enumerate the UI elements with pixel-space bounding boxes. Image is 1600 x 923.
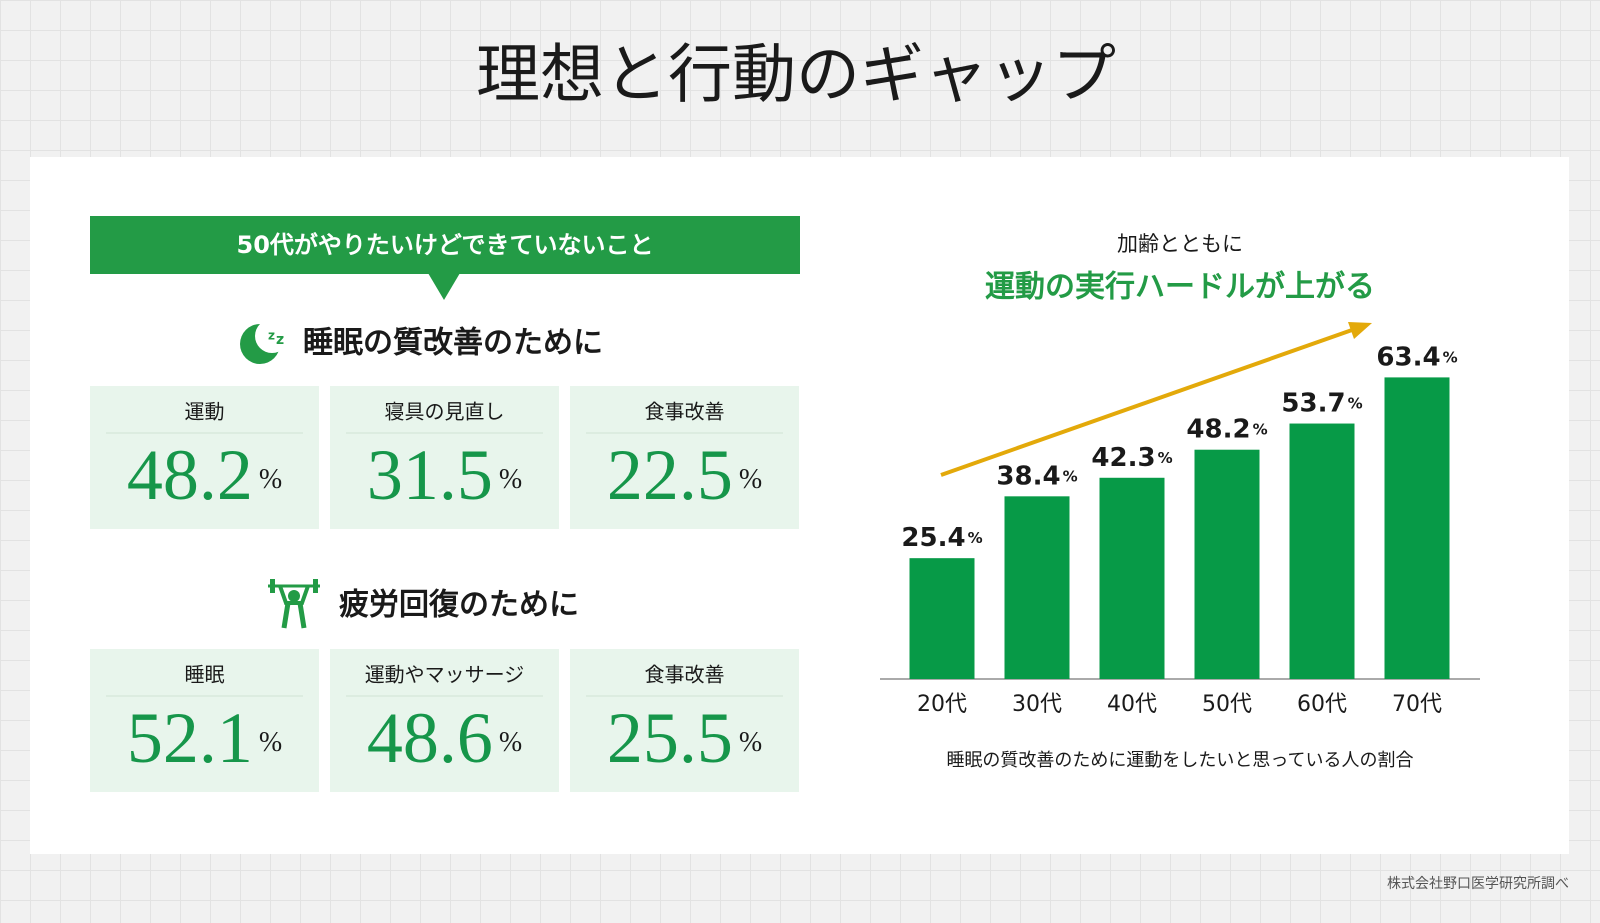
value-unit: % xyxy=(1063,467,1078,485)
value-unit: % xyxy=(1158,448,1173,466)
stat-label: 睡眠 xyxy=(185,663,225,687)
stat-number: 52.1 xyxy=(127,698,253,778)
trend-arrow xyxy=(940,322,1372,477)
bar xyxy=(1099,477,1165,679)
stat-value: 31.5% xyxy=(367,435,522,515)
svg-text:z: z xyxy=(268,329,275,343)
chart-title: 運動の実行ハードルが上がる xyxy=(985,270,1375,305)
value-unit: % xyxy=(1253,420,1268,438)
x-tick-label: 30代 xyxy=(1012,692,1062,717)
source: 株式会社野口医学研究所調べ xyxy=(1387,875,1569,892)
stat-card xyxy=(90,649,319,792)
stat-number: 31.5 xyxy=(367,435,493,515)
bar xyxy=(1384,377,1450,679)
stat-number: 22.5 xyxy=(607,435,733,515)
stat-number: 25.5 xyxy=(607,698,733,778)
stat-value: 25.5% xyxy=(607,698,762,778)
x-tick-label: 50代 xyxy=(1202,692,1252,717)
svg-text:z: z xyxy=(276,332,284,348)
section-heading: 睡眠の質改善のために xyxy=(303,326,603,361)
value-label: 53.7% xyxy=(1281,388,1362,418)
value-unit: % xyxy=(1443,348,1458,366)
page-title: 理想と行動のギャップ xyxy=(476,40,1116,111)
stat-card xyxy=(330,386,559,529)
stat-label: 寝具の見直し xyxy=(385,400,505,424)
stat-card xyxy=(570,649,799,792)
stat-value: 48.2% xyxy=(127,435,282,515)
banner-pointer xyxy=(428,273,460,300)
value-unit: % xyxy=(1348,394,1363,412)
value-number: 53.7 xyxy=(1281,388,1345,418)
value-label: 25.4% xyxy=(901,523,982,553)
value-number: 25.4 xyxy=(901,523,965,553)
stat-unit: % xyxy=(499,727,522,758)
stat-card xyxy=(330,649,559,792)
stat-unit: % xyxy=(259,464,282,495)
stat-label: 運動 xyxy=(185,400,225,424)
x-tick-label: 60代 xyxy=(1297,692,1347,717)
value-number: 42.3 xyxy=(1091,442,1155,472)
stat-value: 48.6% xyxy=(367,698,522,778)
stat-unit: % xyxy=(739,727,762,758)
value-number: 48.2 xyxy=(1186,414,1250,444)
chart-caption: 睡眠の質改善のために運動をしたいと思っている人の割合 xyxy=(946,750,1413,771)
x-tick-label: 20代 xyxy=(917,692,967,717)
value-label: 63.4% xyxy=(1376,342,1457,372)
value-unit: % xyxy=(968,529,983,547)
stat-unit: % xyxy=(739,464,762,495)
value-number: 38.4 xyxy=(996,461,1060,491)
value-label: 38.4% xyxy=(996,461,1077,491)
stat-card xyxy=(90,386,319,529)
stat-label: 運動やマッサージ xyxy=(365,663,525,687)
bar xyxy=(909,558,975,679)
fitness-icon xyxy=(268,579,320,629)
bar xyxy=(1004,496,1070,679)
stat-number: 48.6 xyxy=(367,698,493,778)
stat-card xyxy=(570,386,799,529)
value-label: 48.2% xyxy=(1186,414,1267,444)
chart-subtitle: 加齢とともに xyxy=(1117,232,1243,256)
stat-unit: % xyxy=(259,727,282,758)
stat-label: 食事改善 xyxy=(645,400,725,424)
stat-value: 52.1% xyxy=(127,698,282,778)
banner-text: 50代がやりたいけどできていないこと xyxy=(237,231,654,259)
stat-value: 22.5% xyxy=(607,435,762,515)
x-tick-label: 40代 xyxy=(1107,692,1157,717)
stat-unit: % xyxy=(499,464,522,495)
sleep-icon: z z xyxy=(240,319,289,364)
x-tick-label: 70代 xyxy=(1392,692,1442,717)
banner xyxy=(90,216,800,274)
stat-label: 食事改善 xyxy=(645,663,725,687)
value-label: 42.3% xyxy=(1091,442,1172,472)
value-number: 63.4 xyxy=(1376,342,1440,372)
section-heading: 疲労回復のために xyxy=(339,588,579,623)
stat-number: 48.2 xyxy=(127,435,253,515)
bar xyxy=(1289,423,1355,679)
bar xyxy=(1194,449,1260,679)
